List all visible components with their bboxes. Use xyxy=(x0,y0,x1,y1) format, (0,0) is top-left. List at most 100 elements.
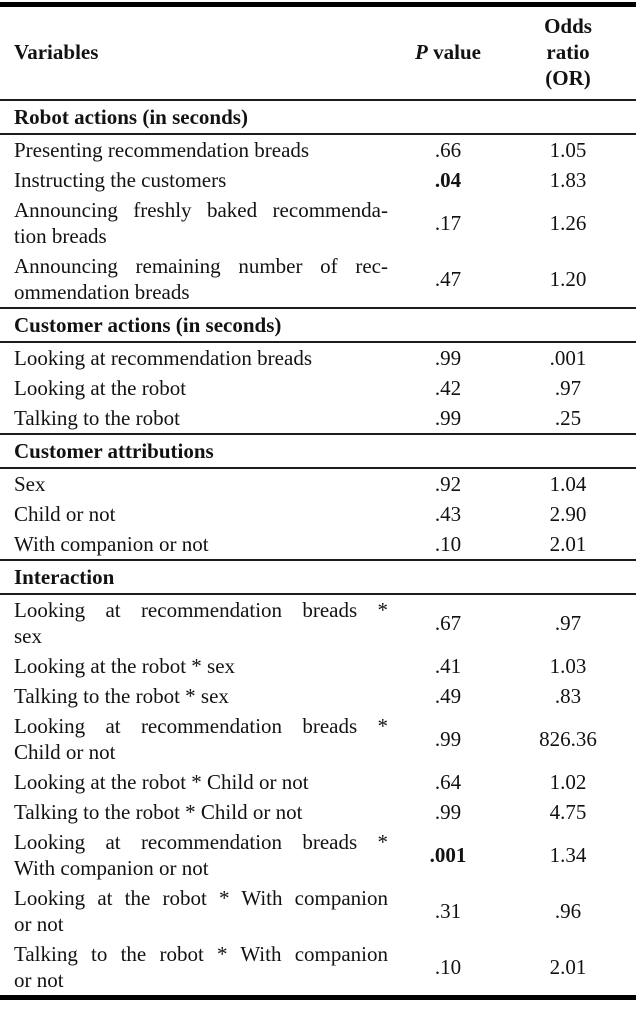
odds-ratio-header-line: Odds xyxy=(544,14,592,38)
odds-ratio-cell: 2.01 xyxy=(549,532,587,556)
odds-ratio-cell: 1.83 xyxy=(549,168,587,192)
variable-cell: Talking to the robot * Child or not xyxy=(0,799,396,825)
variables-column-header: Variables xyxy=(14,40,99,64)
variable-cell: Talking to the robot * With companion or … xyxy=(0,941,396,993)
section-title: Interaction xyxy=(14,565,115,589)
p-value-cell: .41 xyxy=(434,654,462,678)
p-value-cell: .10 xyxy=(434,955,462,979)
variable-line: Looking at recommendation breads * xyxy=(14,830,388,854)
odds-ratio-cell: 4.75 xyxy=(549,800,587,824)
stats-table: Variables P value Odds ratio (OR) Robot … xyxy=(0,2,636,1000)
variable-line: Talking to the robot xyxy=(14,406,180,430)
p-value-cell: .99 xyxy=(434,800,462,824)
table-row: Sex .92 1.04 xyxy=(0,469,636,499)
p-value-cell: .92 xyxy=(434,472,462,496)
table-row: Announcing remaining number of rec-ommen… xyxy=(0,251,636,307)
variable-line: Looking at recommendation breads * xyxy=(14,598,388,622)
variable-cell: With companion or not xyxy=(0,531,396,557)
variable-line: Announcing freshly baked recommenda- xyxy=(14,198,388,222)
odds-ratio-cell: 1.03 xyxy=(549,654,587,678)
p-value-cell: .47 xyxy=(434,267,462,291)
odds-ratio-cell: 1.02 xyxy=(549,770,587,794)
p-value-label: value xyxy=(433,40,481,64)
odds-ratio-cell: .001 xyxy=(549,346,587,370)
table-bottom-rule xyxy=(0,995,636,1000)
variable-cell: Sex xyxy=(0,471,396,497)
table-row: Instructing the customers .04 1.83 xyxy=(0,165,636,195)
table-row: Presenting recommendation breads .66 1.05 xyxy=(0,135,636,165)
section-divider xyxy=(0,307,636,309)
table-row: Announcing freshly baked recommenda-tion… xyxy=(0,195,636,251)
section-title: Customer attributions xyxy=(14,439,214,463)
odds-ratio-column-header: Odds ratio (OR) xyxy=(500,13,636,91)
odds-ratio-header-line: (OR) xyxy=(545,66,591,90)
section-divider xyxy=(0,99,636,101)
p-value-cell: .001 xyxy=(429,843,467,867)
variable-line: Talking to the robot * sex xyxy=(14,684,229,708)
odds-ratio-cell: .97 xyxy=(554,611,582,635)
table-row: Looking at recommendation breads * sex .67… xyxy=(0,595,636,651)
section-title: Robot actions (in seconds) xyxy=(14,105,248,129)
table-row: Talking to the robot * With companion or … xyxy=(0,939,636,995)
table-row: Looking at the robot * sex .41 1.03 xyxy=(0,651,636,681)
odds-ratio-cell: 1.04 xyxy=(549,472,587,496)
odds-ratio-cell: 826.36 xyxy=(539,727,597,751)
p-value-cell: .49 xyxy=(434,684,462,708)
variable-cell: Talking to the robot * sex xyxy=(0,683,396,709)
variable-line: Child or not xyxy=(14,740,116,764)
variable-line: Looking at recommendation breads * xyxy=(14,714,388,738)
odds-ratio-cell: 1.34 xyxy=(549,843,587,867)
p-value-cell: .67 xyxy=(434,611,462,635)
variable-line: With companion or not xyxy=(14,532,209,556)
table-body: Robot actions (in seconds) Presenting rec… xyxy=(0,99,636,995)
variable-line: With companion or not xyxy=(14,856,209,880)
variable-cell: Looking at recommendation breads * With c… xyxy=(0,829,396,881)
variable-line: tion breads xyxy=(14,224,107,248)
p-value-cell: .99 xyxy=(434,346,462,370)
variable-line: Announcing remaining number of rec- xyxy=(14,254,388,278)
variable-cell: Looking at the robot xyxy=(0,375,396,401)
variable-cell: Looking at the robot * With companion or … xyxy=(0,885,396,937)
odds-ratio-cell: 2.90 xyxy=(549,502,587,526)
p-value-cell: .42 xyxy=(434,376,462,400)
variable-cell: Announcing remaining number of rec-ommen… xyxy=(0,253,396,305)
table-row: Child or not .43 2.90 xyxy=(0,499,636,529)
section-divider xyxy=(0,593,636,595)
p-value-cell: .17 xyxy=(434,211,462,235)
p-value-column-header: P value xyxy=(396,39,500,65)
table-row: Looking at the robot * Child or not .64 1.… xyxy=(0,767,636,797)
variable-line: ommendation breads xyxy=(14,280,190,304)
table-header-row: Variables P value Odds ratio (OR) xyxy=(0,7,636,99)
p-value-cell: .99 xyxy=(434,406,462,430)
odds-ratio-cell: 2.01 xyxy=(549,955,587,979)
variable-line: Looking at the robot * With companion xyxy=(14,886,388,910)
variable-line: Sex xyxy=(14,472,46,496)
variable-cell: Presenting recommendation breads xyxy=(0,137,396,163)
p-value-cell: .64 xyxy=(434,770,462,794)
section-divider xyxy=(0,341,636,343)
table-row: Looking at recommendation breads .99 .001 xyxy=(0,343,636,373)
variable-cell: Looking at recommendation breads xyxy=(0,345,396,371)
variable-cell: Looking at recommendation breads * Child … xyxy=(0,713,396,765)
table-row: Looking at recommendation breads * With c… xyxy=(0,827,636,883)
table-row: Talking to the robot * sex .49 .83 xyxy=(0,681,636,711)
variable-line: Looking at the robot * sex xyxy=(14,654,236,678)
section-divider xyxy=(0,559,636,561)
table-top-rule xyxy=(0,2,636,7)
p-value-cell: .31 xyxy=(434,899,462,923)
p-value-cell: .43 xyxy=(434,502,462,526)
odds-ratio-cell: 1.26 xyxy=(549,211,587,235)
section-title: Customer actions (in seconds) xyxy=(14,313,282,337)
variable-cell: Instructing the customers xyxy=(0,167,396,193)
variable-line: Presenting recommendation breads xyxy=(14,138,310,162)
section-divider xyxy=(0,433,636,435)
variable-line: or not xyxy=(14,912,64,936)
section-divider xyxy=(0,467,636,469)
table-row: Looking at recommendation breads * Child … xyxy=(0,711,636,767)
table-row: Talking to the robot .99 .25 xyxy=(0,403,636,433)
odds-ratio-cell: .97 xyxy=(554,376,582,400)
table-row: Talking to the robot * Child or not .99 4.… xyxy=(0,797,636,827)
p-value-cell: .10 xyxy=(434,532,462,556)
variable-cell: Announcing freshly baked recommenda-tion… xyxy=(0,197,396,249)
variable-line: Child or not xyxy=(14,502,116,526)
